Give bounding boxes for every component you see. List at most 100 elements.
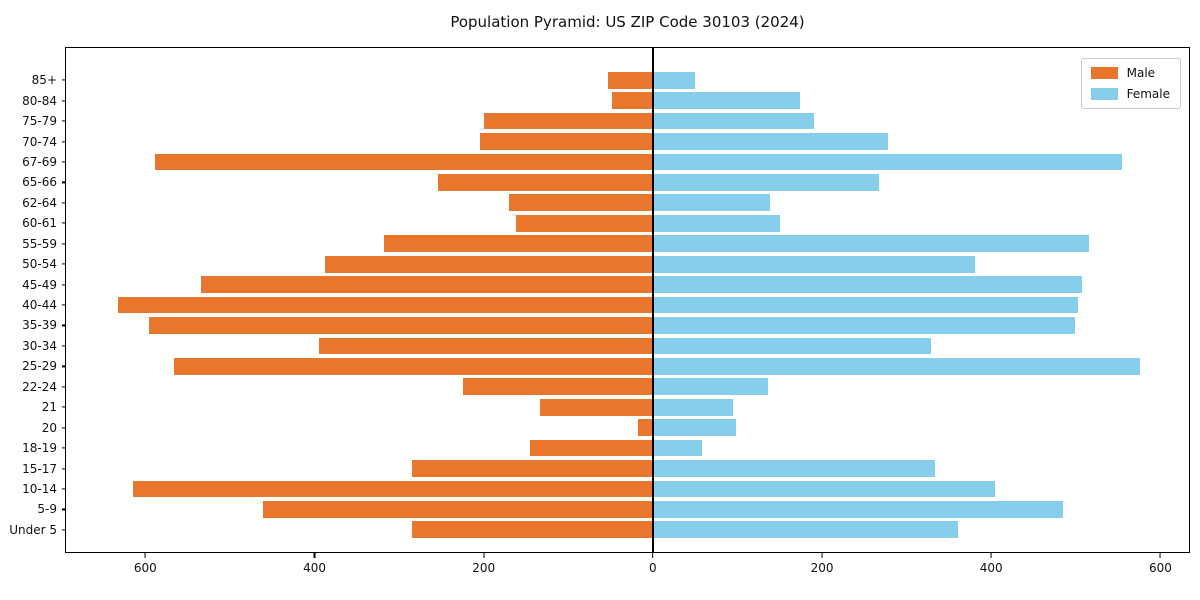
x-tick-label: 400 (303, 561, 326, 575)
x-tick-mark (313, 553, 316, 558)
female-bar (652, 153, 1123, 171)
female-bar (652, 501, 1064, 518)
female-bar (652, 521, 958, 539)
y-tick-label: 25-29 (22, 359, 57, 374)
pyramid-row: 21 (42, 397, 1189, 417)
male-bar (438, 174, 653, 191)
female-bar (652, 194, 771, 212)
x-tick-mark (1159, 553, 1161, 558)
female-bar (652, 296, 1078, 314)
x-tick: 200 (472, 553, 495, 575)
pyramid-row: 85+ (32, 70, 1189, 90)
x-tick: 200 (811, 553, 834, 575)
legend-female-label: Female (1126, 87, 1170, 101)
female-bar (652, 419, 736, 437)
x-tick: 400 (980, 553, 1003, 575)
pyramid-row: 62-64 (22, 193, 1189, 213)
male-bar (384, 235, 653, 253)
male-bar (319, 337, 653, 355)
legend-item-male: Male (1090, 66, 1170, 80)
y-tick-label: 60-61 (22, 216, 57, 231)
y-tick-label: 70-74 (22, 134, 57, 149)
chart-title: Population Pyramid: US ZIP Code 30103 (2… (450, 13, 805, 31)
y-tick-label: 22-24 (22, 379, 57, 394)
pyramid-row: 70-74 (22, 131, 1189, 151)
pyramid-row: 45-49 (22, 274, 1189, 294)
bar-rows: 85+ 80-84 75-79 70-74 67-69 65-66 62-64 60-61 55… (9, 70, 1189, 540)
y-tick-label: 75-79 (22, 114, 57, 129)
male-bar (412, 460, 653, 477)
pyramid-row: 18-19 (22, 438, 1189, 458)
y-tick-label: 5-9 (37, 502, 57, 517)
y-tick-mark (62, 427, 66, 429)
female-bar (652, 255, 976, 273)
y-tick-label: 62-64 (22, 195, 57, 210)
pyramid-row: 40-44 (22, 295, 1189, 315)
y-tick-mark (62, 324, 66, 327)
pyramid-row: 60-61 (22, 213, 1189, 233)
y-tick-label: 40-44 (22, 298, 57, 313)
legend-item-female: Female (1090, 87, 1170, 101)
y-tick-label: 15-17 (22, 461, 57, 476)
y-tick-mark (62, 263, 66, 265)
plot-area: 85+ 80-84 75-79 70-74 67-69 65-66 62-64 60-61 55… (9, 47, 1190, 553)
male-bar (479, 133, 653, 150)
y-tick-mark (62, 304, 66, 306)
y-tick-label: Under 5 (9, 522, 57, 537)
y-tick-label: 35-39 (22, 318, 57, 333)
y-tick-mark (62, 243, 66, 245)
pyramid-row: 10-14 (22, 479, 1189, 499)
y-tick-mark (62, 386, 66, 388)
female-bar (652, 276, 1082, 293)
y-tick-label: 67-69 (22, 154, 57, 169)
x-tick-label: 600 (1148, 561, 1172, 575)
x-tick-label: 200 (472, 561, 496, 575)
male-bar (529, 439, 653, 457)
female-bar (652, 480, 995, 498)
y-tick-mark (62, 488, 66, 490)
pyramid-row: 15-17 (22, 458, 1189, 478)
female-bar (652, 92, 800, 110)
male-bar (612, 92, 653, 110)
y-tick-label: 85+ (31, 73, 57, 88)
x-tick-mark (652, 553, 654, 558)
female-bar (652, 133, 888, 150)
y-tick-label: 50-54 (22, 257, 57, 272)
female-bar (652, 174, 880, 191)
y-tick-label: 30-34 (22, 338, 57, 353)
y-tick-mark (62, 100, 66, 102)
male-bar (509, 194, 653, 212)
male-bar (516, 214, 653, 232)
y-tick-mark (62, 529, 66, 531)
x-tick-mark (144, 553, 146, 558)
x-tick-mark (990, 553, 992, 558)
male-bar (483, 112, 653, 130)
y-tick-mark (62, 120, 66, 122)
female-bar (652, 398, 734, 416)
pyramid-row: 35-39 (22, 315, 1189, 335)
female-bar (652, 71, 696, 89)
zero-axis-line (652, 48, 654, 552)
male-bar (608, 71, 653, 89)
pyramid-row: 5-9 (37, 499, 1189, 519)
female-bar (652, 235, 1090, 253)
y-tick-mark (62, 79, 66, 81)
y-tick-mark (62, 467, 66, 470)
y-tick-label: 18-19 (22, 441, 57, 456)
male-bar (201, 276, 653, 293)
male-bar (462, 378, 653, 396)
male-bar (637, 419, 653, 437)
male-bar (325, 255, 653, 273)
male-bar (118, 296, 653, 314)
y-tick-mark (62, 365, 66, 367)
female-swatch-icon (1090, 88, 1118, 100)
x-tick: 600 (134, 553, 157, 575)
x-tick: 600 (1149, 553, 1172, 575)
y-tick-label: 55-59 (22, 236, 57, 251)
female-bar (652, 337, 932, 355)
male-bar (174, 357, 653, 375)
x-tick: 0 (649, 553, 657, 575)
female-bar (652, 460, 935, 477)
female-bar (652, 357, 1141, 375)
